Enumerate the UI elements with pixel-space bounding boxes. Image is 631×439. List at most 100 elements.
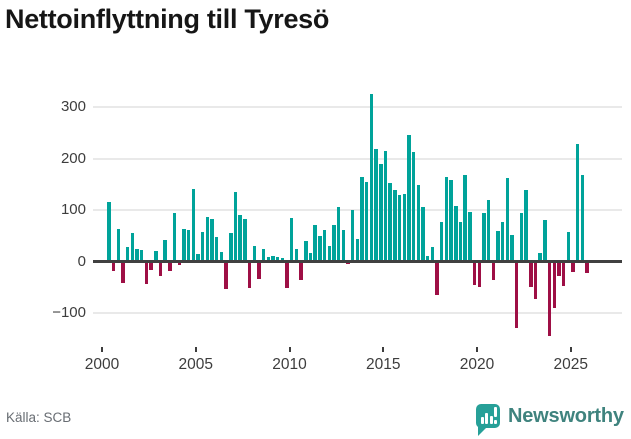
bar-quarter-83 — [496, 230, 500, 262]
bar-quarter-100 — [575, 143, 580, 262]
bar-quarter-20 — [200, 231, 205, 262]
bar-quarter-89 — [524, 189, 528, 262]
bar-quarter-34 — [266, 256, 270, 262]
bar-quarter-5 — [130, 232, 135, 262]
bar-quarter-38 — [285, 261, 289, 289]
chart-title: Nettoinflyttning till Tyresö — [5, 4, 330, 34]
bar-quarter-70 — [435, 261, 439, 296]
logo-speech-tail — [478, 427, 487, 436]
bar-quarter-54 — [360, 177, 364, 262]
bar-quarter-81 — [486, 200, 491, 262]
bar-quarter-66 — [416, 185, 420, 262]
bar-quarter-35 — [271, 256, 275, 262]
bar-quarter-13 — [168, 261, 172, 271]
y-axis-tick-label: 0 — [77, 252, 86, 270]
bar-quarter-97 — [561, 261, 566, 287]
bar-quarter-7 — [140, 249, 144, 262]
bar-quarter-56 — [369, 94, 374, 262]
x-axis-year-label: 2005 — [178, 356, 213, 373]
bar-quarter-74 — [454, 205, 458, 262]
bar-quarter-2 — [116, 228, 120, 262]
bar-quarter-58 — [379, 163, 383, 262]
bar-quarter-80 — [482, 212, 486, 262]
gridline-y200 — [93, 157, 622, 160]
gridline-y100 — [93, 209, 622, 211]
x-axis-tick-2010 — [288, 347, 291, 352]
bar-quarter-47 — [327, 245, 331, 262]
icon-bar-3 — [489, 416, 493, 424]
bar-quarter-65 — [411, 151, 416, 262]
bar-quarter-6 — [135, 248, 139, 262]
bar-quarter-45 — [318, 235, 322, 262]
gridline-y300 — [93, 106, 622, 108]
bar-quarter-69 — [430, 246, 435, 262]
x-axis-tick-2005 — [194, 347, 197, 352]
bar-quarter-68 — [425, 256, 430, 262]
bar-quarter-37 — [280, 258, 285, 262]
bar-quarter-93 — [543, 219, 547, 262]
bar-quarter-95 — [552, 261, 556, 308]
bar-quarter-76 — [463, 174, 467, 262]
bar-quarter-12 — [163, 240, 167, 262]
bar-quarter-77 — [468, 211, 472, 262]
bar-quarter-46 — [322, 229, 327, 262]
bar-quarter-43 — [308, 252, 313, 262]
bar-quarter-99 — [571, 261, 575, 273]
bar-quarter-27 — [233, 191, 238, 262]
bar-quarter-23 — [215, 236, 219, 262]
bar-quarter-1 — [111, 261, 116, 271]
bar-quarter-101 — [580, 175, 585, 262]
bar-quarter-40 — [294, 249, 299, 262]
x-axis-year-label: 2000 — [84, 356, 120, 373]
x-axis-year-label: 2025 — [553, 356, 588, 373]
bar-quarter-3 — [121, 261, 125, 283]
bar-quarter-71 — [440, 221, 444, 262]
y-axis-tick-label: 300 — [60, 98, 86, 115]
bar-quarter-73 — [449, 179, 453, 262]
bar-quarter-29 — [243, 219, 247, 262]
bar-quarter-17 — [186, 229, 191, 262]
x-axis-year-label: 2015 — [366, 356, 401, 373]
x-axis-tick-2000 — [101, 347, 103, 352]
bar-quarter-87 — [515, 261, 519, 329]
x-axis-year-label: 2010 — [272, 356, 307, 373]
gridline-y-100 — [93, 312, 622, 314]
bar-quarter-90 — [529, 261, 533, 287]
bar-quarter-92 — [538, 252, 542, 262]
bar-quarter-62 — [397, 195, 402, 262]
bar-quarter-85 — [505, 177, 510, 262]
bar-quarter-94 — [547, 261, 552, 336]
zero-baseline — [93, 260, 622, 263]
y-axis-tick-label: 200 — [60, 149, 86, 167]
bar-quarter-0 — [107, 202, 111, 262]
bar-quarter-78 — [472, 261, 477, 285]
bar-quarter-48 — [332, 225, 336, 262]
bar-quarter-88 — [519, 212, 524, 262]
bar-quarter-25 — [224, 261, 228, 290]
x-axis-tick-2025 — [569, 347, 572, 352]
bar-quarter-59 — [383, 151, 388, 262]
bar-quarter-79 — [477, 261, 481, 288]
bar-quarter-57 — [374, 148, 378, 262]
icon-bar-1 — [480, 417, 484, 424]
bar-quarter-39 — [290, 218, 294, 262]
bar-quarter-32 — [257, 261, 261, 279]
bar-quarter-60 — [388, 183, 392, 262]
bar-quarter-16 — [182, 229, 186, 262]
bar-quarter-72 — [444, 177, 449, 262]
bar-quarter-33 — [261, 249, 266, 262]
x-axis-tick-2020 — [476, 347, 478, 352]
source-attribution: Källa: SCB — [6, 410, 72, 425]
bar-quarter-86 — [510, 234, 514, 262]
bar-quarter-50 — [341, 230, 345, 262]
bar-quarter-67 — [421, 206, 425, 262]
x-axis-year-label: 2020 — [459, 356, 495, 373]
y-axis-tick-label: −100 — [52, 304, 86, 321]
bar-quarter-52 — [350, 210, 355, 262]
bar-quarter-44 — [313, 225, 317, 262]
bar-quarter-64 — [407, 135, 411, 262]
icon-exclamation-dot — [494, 420, 497, 424]
bar-quarter-15 — [177, 261, 181, 265]
bar-quarter-98 — [566, 231, 570, 262]
bar-quarter-11 — [158, 261, 163, 277]
